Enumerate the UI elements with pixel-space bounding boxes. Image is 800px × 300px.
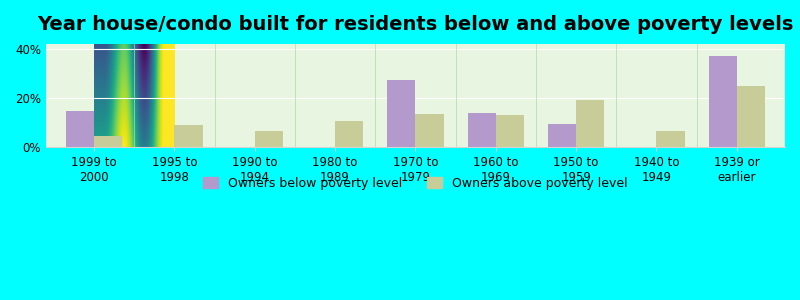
Bar xyxy=(415,114,443,147)
Bar xyxy=(468,113,496,147)
Bar xyxy=(174,125,202,147)
Legend: Owners below poverty level, Owners above poverty level: Owners below poverty level, Owners above… xyxy=(198,172,633,195)
Bar xyxy=(254,131,283,147)
Bar xyxy=(709,56,737,147)
Bar xyxy=(657,131,685,147)
Bar xyxy=(548,124,576,147)
Bar xyxy=(335,121,363,147)
Title: Year house/condo built for residents below and above poverty levels: Year house/condo built for residents bel… xyxy=(38,15,794,34)
Bar xyxy=(496,115,524,147)
Bar xyxy=(94,136,122,147)
Bar xyxy=(576,100,604,147)
Bar xyxy=(387,80,415,147)
Bar xyxy=(66,112,94,147)
Bar xyxy=(737,86,765,147)
